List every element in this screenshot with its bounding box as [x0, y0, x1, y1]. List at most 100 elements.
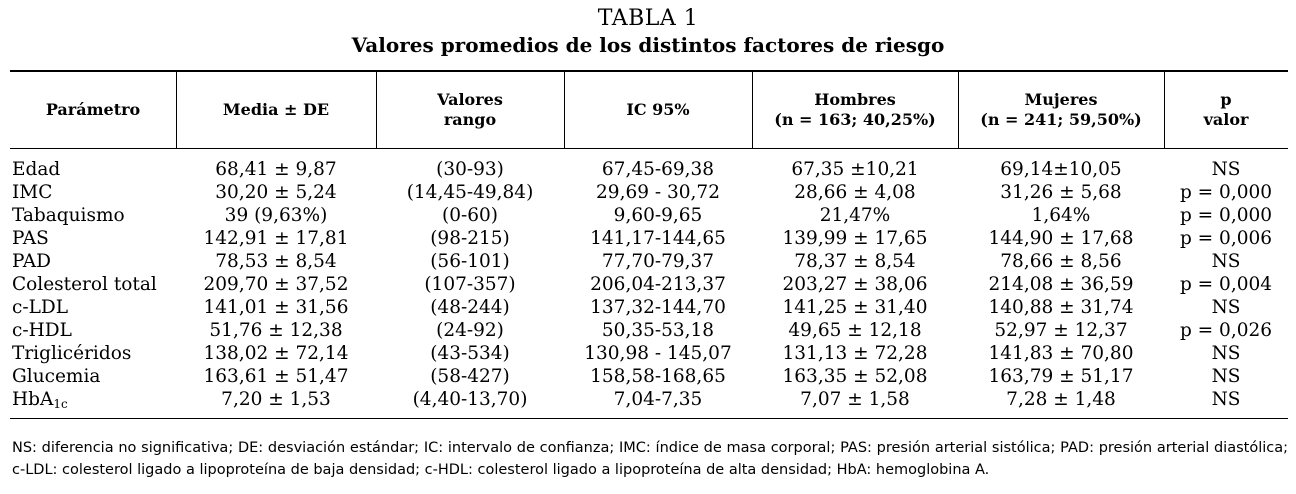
- cell-mujeres: 163,79 ± 51,17: [988, 366, 1134, 387]
- cell-parametro: c-HDL: [12, 319, 72, 342]
- column-divider: [176, 72, 177, 148]
- header-line: valor: [1203, 110, 1249, 129]
- header-hombres: Hombres (n = 163; 40,25%): [752, 72, 958, 148]
- table-row: Tabaquismo 39 (9,63%) (0-60) 9,60-9,65 21,47…: [0, 204, 1296, 227]
- header-line: rango: [443, 110, 497, 129]
- table-row: Edad 68,41 ± 9,87 (30-93) 67,45-69,38 67,35 …: [0, 158, 1296, 181]
- cell-parametro: Edad: [12, 158, 60, 181]
- cell-parametro: c-LDL: [12, 296, 68, 319]
- cell-rango: (58-427): [430, 366, 510, 387]
- parametro-subscript: 1c: [53, 397, 68, 411]
- cell-p-valor: NS: [1211, 366, 1241, 387]
- cell-mujeres: 141,83 ± 70,80: [988, 343, 1134, 364]
- cell-ic: 9,60-9,65: [613, 205, 703, 226]
- cell-hombres: 131,13 ± 72,28: [782, 343, 928, 364]
- header-p-valor: p valor: [1164, 72, 1288, 148]
- cell-ic: 130,98 - 145,07: [584, 343, 732, 364]
- cell-rango: (14,45-49,84): [406, 182, 534, 203]
- cell-parametro: Triglicéridos: [12, 342, 131, 365]
- cell-ic: 137,32-144,70: [590, 297, 726, 318]
- parametro-label: Triglicéridos: [12, 343, 132, 364]
- cell-parametro: Glucemia: [12, 365, 100, 388]
- cell-p-valor: NS: [1211, 159, 1241, 180]
- cell-media: 68,41 ± 9,87: [215, 159, 337, 180]
- parametro-label: Glucemia: [12, 366, 101, 387]
- cell-parametro: Tabaquismo: [12, 204, 125, 227]
- header-line: (n = 163; 40,25%): [774, 110, 936, 129]
- cell-hombres: 203,27 ± 38,06: [782, 274, 928, 295]
- cell-p-valor: p = 0,000: [1179, 205, 1273, 226]
- cell-rango: (30-93): [436, 159, 504, 180]
- cell-mujeres: 214,08 ± 36,59: [988, 274, 1134, 295]
- cell-mujeres: 1,64%: [1031, 205, 1091, 226]
- cell-hombres: 28,66 ± 4,08: [794, 182, 916, 203]
- cell-mujeres: 144,90 ± 17,68: [988, 228, 1134, 249]
- cell-rango: (107-357): [424, 274, 516, 295]
- cell-ic: 141,17-144,65: [590, 228, 726, 249]
- cell-rango: (0-60): [442, 205, 498, 226]
- cell-rango: (43-534): [430, 343, 510, 364]
- cell-media: 78,53 ± 8,54: [215, 251, 337, 272]
- cell-media: 138,02 ± 72,14: [203, 343, 349, 364]
- cell-media: 39 (9,63%): [224, 205, 328, 226]
- table-row: Colesterol total 209,70 ± 37,52 (107-357) 2…: [0, 273, 1296, 296]
- header-rule: [10, 148, 1288, 149]
- cell-media: 30,20 ± 5,24: [215, 182, 337, 203]
- header-ic: IC 95%: [564, 72, 752, 148]
- cell-media: 7,20 ± 1,53: [221, 389, 331, 410]
- table-row: Glucemia 163,61 ± 51,47 (58-427) 158,58-168…: [0, 365, 1296, 388]
- top-rule: [10, 70, 1288, 72]
- cell-rango: (98-215): [430, 228, 510, 249]
- table-row: HbA1c 7,20 ± 1,53 (4,40-13,70) 7,04-7,35 7,0…: [0, 388, 1296, 411]
- parametro-label: c-HDL: [12, 320, 72, 341]
- cell-ic: 29,69 - 30,72: [596, 182, 720, 203]
- column-divider: [958, 72, 959, 148]
- cell-p-valor: NS: [1211, 297, 1241, 318]
- header-line: Media ± DE: [222, 100, 330, 119]
- cell-mujeres: 7,28 ± 1,48: [1006, 389, 1116, 410]
- header-line: Valores: [437, 90, 503, 109]
- table-row: c-LDL 141,01 ± 31,56 (48-244) 137,32-144,70…: [0, 296, 1296, 319]
- cell-p-valor: NS: [1211, 343, 1241, 364]
- header-media: Media ± DE: [176, 72, 376, 148]
- cell-p-valor: NS: [1211, 251, 1241, 272]
- table-row: PAS 142,91 ± 17,81 (98-215) 141,17-144,65 13…: [0, 227, 1296, 250]
- cell-ic: 67,45-69,38: [601, 159, 715, 180]
- table-row: PAD 78,53 ± 8,54 (56-101) 77,70-79,37 78,37 …: [0, 250, 1296, 273]
- parametro-label: HbA: [12, 389, 54, 410]
- parametro-label: PAD: [12, 251, 51, 272]
- cell-p-valor: NS: [1211, 389, 1241, 410]
- cell-rango: (4,40-13,70): [412, 389, 528, 410]
- cell-hombres: 139,99 ± 17,65: [782, 228, 928, 249]
- cell-mujeres: 78,66 ± 8,56: [1000, 251, 1122, 272]
- column-divider: [564, 72, 565, 148]
- parametro-label: Colesterol total: [12, 274, 157, 295]
- header-line: Parámetro: [45, 100, 141, 119]
- cell-rango: (48-244): [430, 297, 510, 318]
- cell-media: 209,70 ± 37,52: [203, 274, 349, 295]
- column-divider: [1164, 72, 1165, 148]
- cell-ic: 158,58-168,65: [590, 366, 726, 387]
- cell-parametro: PAS: [12, 227, 49, 250]
- cell-p-valor: p = 0,004: [1179, 274, 1273, 295]
- cell-media: 141,01 ± 31,56: [203, 297, 349, 318]
- cell-hombres: 163,35 ± 52,08: [782, 366, 928, 387]
- cell-mujeres: 31,26 ± 5,68: [1000, 182, 1122, 203]
- cell-mujeres: 52,97 ± 12,37: [994, 320, 1128, 341]
- table-row: IMC 30,20 ± 5,24 (14,45-49,84) 29,69 - 30,7…: [0, 181, 1296, 204]
- table-row: c-HDL 51,76 ± 12,38 (24-92) 50,35-53,18 49,6…: [0, 319, 1296, 342]
- cell-mujeres: 140,88 ± 31,74: [988, 297, 1134, 318]
- cell-ic: 50,35-53,18: [601, 320, 715, 341]
- cell-rango: (56-101): [430, 251, 510, 272]
- header-mujeres: Mujeres (n = 241; 59,50%): [958, 72, 1164, 148]
- parametro-label: IMC: [12, 182, 53, 203]
- parametro-label: PAS: [12, 228, 49, 249]
- footnote: NS: diferencia no significativa; DE: des…: [12, 440, 1288, 478]
- cell-ic: 7,04-7,35: [613, 389, 703, 410]
- bottom-rule: [10, 418, 1288, 419]
- cell-hombres: 49,65 ± 12,18: [788, 320, 922, 341]
- header-line: Mujeres: [1024, 90, 1098, 109]
- table-number: TABLA 1: [597, 6, 699, 31]
- header-line: IC 95%: [626, 100, 690, 119]
- cell-parametro: HbA1c: [12, 388, 68, 416]
